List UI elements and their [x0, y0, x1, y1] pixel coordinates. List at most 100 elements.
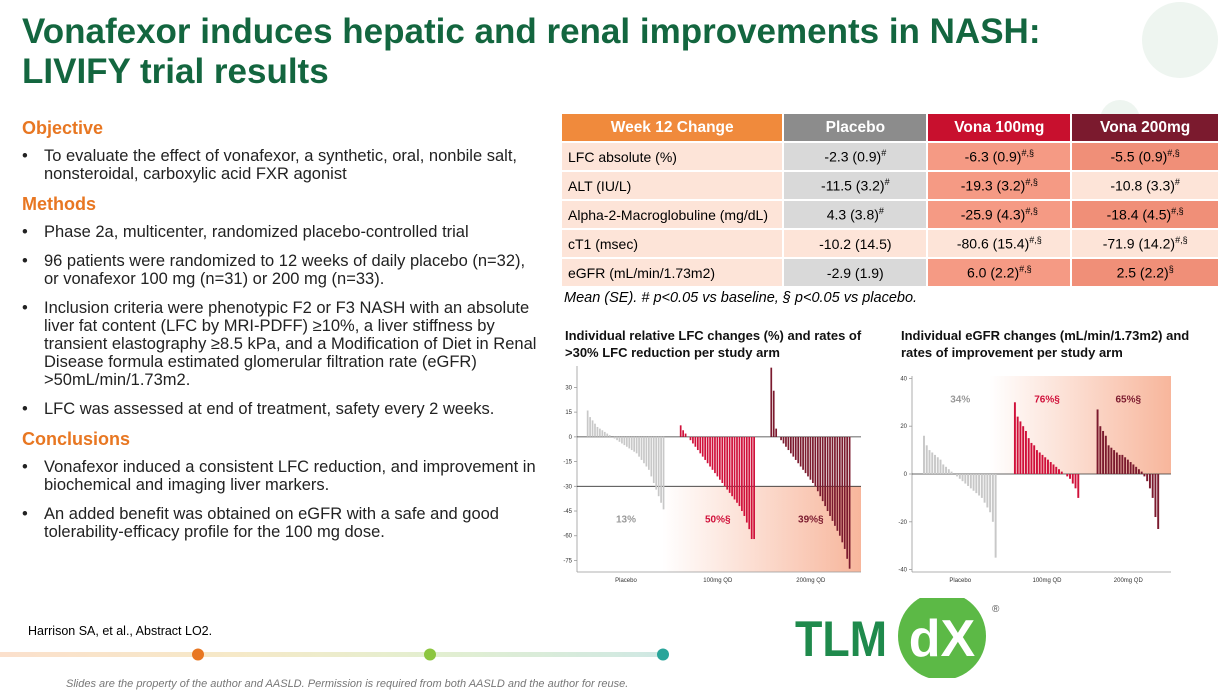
bar [1132, 464, 1135, 474]
bar [939, 459, 942, 474]
bar [750, 436, 753, 540]
bar [834, 436, 836, 526]
bar [682, 430, 684, 437]
value-cell: -18.4 (4.5)#,§ [1072, 201, 1218, 228]
bar [1113, 450, 1116, 474]
bar [1107, 445, 1110, 474]
bar [841, 436, 844, 543]
bar [591, 420, 594, 437]
bar [947, 469, 950, 474]
significance: #,§ [1029, 235, 1042, 246]
bar [633, 436, 636, 452]
bar [623, 436, 626, 446]
value-cell: -5.5 (0.9)#,§ [1072, 143, 1218, 170]
bar [843, 436, 846, 549]
value-cell: 6.0 (2.2)#,§ [928, 259, 1071, 286]
significance: # [881, 148, 887, 159]
value: -5.5 (0.9) [1110, 148, 1168, 165]
header-cell: Placebo [784, 114, 927, 141]
y-tick-label: -30 [563, 484, 572, 490]
bar [1055, 466, 1058, 474]
y-tick-label: -20 [898, 520, 907, 526]
bar [969, 474, 972, 489]
text-column: Objective To evaluate the effect of vonaf… [22, 118, 542, 552]
bar [1044, 457, 1047, 474]
value: -80.6 (15.4) [956, 235, 1030, 252]
group-label: Placebo [615, 578, 637, 584]
bullet: An added benefit was obtained on eGFR wi… [22, 505, 542, 541]
bar [1066, 474, 1069, 477]
bar [1052, 464, 1055, 474]
bar [792, 436, 795, 457]
group-label: 200mg QD [796, 578, 826, 584]
bar [797, 436, 800, 464]
bar [645, 436, 648, 467]
bar [650, 436, 653, 477]
section-heading: Objective [22, 118, 104, 138]
bar [1024, 430, 1027, 474]
bar [721, 436, 724, 484]
bar [986, 474, 989, 508]
bar [1027, 438, 1030, 474]
bar [807, 436, 809, 477]
y-tick-label: -15 [563, 460, 572, 466]
bar [1140, 471, 1143, 474]
bar [1077, 474, 1080, 498]
y-tick-label: -45 [563, 509, 572, 515]
bar [748, 436, 751, 530]
bar [1148, 474, 1151, 489]
bar [1033, 445, 1036, 474]
bar [826, 436, 829, 512]
value-cell: -6.3 (0.9)#,§ [928, 143, 1071, 170]
bar [621, 436, 623, 444]
bullet: 96 patients were randomized to 12 weeks … [22, 252, 542, 288]
bar [1121, 454, 1124, 474]
bullet: Phase 2a, multicenter, randomized placeb… [22, 223, 542, 241]
group-label: 200mg QD [1114, 578, 1144, 584]
bar [821, 436, 824, 502]
bar [701, 436, 704, 457]
annotation: 76%§ [1034, 394, 1060, 405]
value: 2.5 (2.2) [1116, 264, 1169, 281]
bar [1135, 466, 1138, 474]
bar [586, 410, 589, 437]
bar [1146, 474, 1149, 482]
bar [772, 390, 775, 437]
chart-title: Individual relative LFC changes (%) and … [565, 328, 862, 360]
y-tick-label: -75 [563, 558, 572, 564]
bar [1074, 474, 1077, 489]
bar [836, 436, 839, 531]
row-label: cT1 (msec) [562, 230, 783, 257]
bar [638, 436, 640, 457]
bullet-list: Phase 2a, multicenter, randomized placeb… [22, 223, 542, 418]
group-label: Placebo [949, 578, 971, 584]
bar [736, 436, 738, 503]
value-cell: -11.5 (3.2)# [784, 172, 927, 199]
bar [719, 436, 721, 480]
y-tick-label: 30 [565, 385, 572, 391]
section: Conclusions Vonafexor induced a consisten… [22, 429, 542, 541]
bar [1143, 474, 1146, 477]
bar [643, 436, 645, 464]
significance: § [1168, 264, 1174, 275]
value-cell: 2.5 (2.2)§ [1072, 259, 1218, 286]
bullet: Vonafexor induced a consistent LFC reduc… [22, 458, 542, 494]
bar [934, 454, 936, 474]
value: -25.9 (4.3) [960, 206, 1026, 223]
bar [613, 436, 616, 439]
bar [846, 436, 849, 559]
logo-text: TLM [795, 611, 887, 667]
bar [802, 436, 804, 470]
bar [1129, 462, 1132, 474]
bar [728, 436, 731, 493]
bar [652, 436, 655, 484]
significance: # [878, 206, 884, 217]
bar [745, 436, 748, 523]
group-label: 100mg QD [703, 578, 733, 584]
value: -11.5 (3.2) [821, 177, 885, 194]
bar [983, 474, 986, 503]
bar [829, 436, 831, 516]
bar [1071, 474, 1074, 484]
row: Alpha-2-Macroglobuline (mg/dL) 4.3 (3.8)#… [562, 201, 1218, 228]
bar [991, 474, 994, 522]
